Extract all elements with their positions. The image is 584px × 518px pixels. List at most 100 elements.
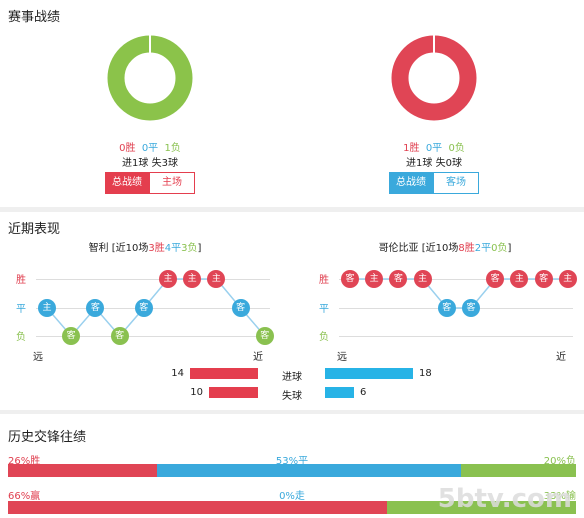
- right-loss-count: 0负: [448, 143, 465, 154]
- tab-away[interactable]: 客场: [433, 172, 479, 194]
- left-form-match-3[interactable]: 客: [86, 299, 105, 317]
- left-form-match-8[interactable]: 主: [207, 270, 226, 288]
- row-label-loss: 负: [319, 332, 329, 343]
- h2h-draw-label: 53%平: [275, 456, 309, 467]
- right-summary-wins: 8胜: [458, 243, 475, 254]
- row-label-draw: 平: [319, 304, 329, 315]
- right-draw-count: 0平: [425, 143, 443, 154]
- right-summary-prefix: [近10场: [421, 243, 459, 254]
- section-title: 赛事战绩: [8, 10, 61, 25]
- tab-overall-record-right[interactable]: 总战绩: [389, 172, 433, 194]
- right-summary-draws: 2平: [474, 243, 492, 254]
- right-record-counts: 1胜 0平 0负: [374, 139, 494, 154]
- left-form-match-2[interactable]: 客: [62, 327, 81, 345]
- right-form-match-10[interactable]: 主: [558, 270, 577, 288]
- section-match-record: 赛事战绩 0胜 0平 1负 进1球 失3球 总战绩 主场 1胜 0平 0负 进1…: [0, 0, 584, 207]
- left-team-summary: 智利 [近10场3胜4平3负]: [20, 239, 270, 254]
- right-form-match-5[interactable]: 客: [437, 299, 456, 317]
- axis-far-label: 远: [33, 352, 43, 363]
- left-team-name: 智利: [88, 243, 109, 254]
- goals-comparison: 14 进球 18 10 失球 6: [0, 365, 584, 405]
- right-team-summary: 哥伦比亚 [近10场8胜2平0负]: [320, 239, 570, 254]
- left-form-match-4[interactable]: 客: [110, 327, 129, 345]
- left-summary-wins: 3胜: [148, 243, 165, 254]
- right-record-donut: [391, 35, 477, 121]
- right-form-match-1[interactable]: 客: [341, 270, 359, 288]
- axis-near-label: 近: [556, 352, 566, 363]
- row-label-loss: 负: [16, 332, 26, 343]
- section-recent-form: 近期表现 智利 [近10场3胜4平3负] 哥伦比亚 [近10场8胜2平0负] 胜…: [0, 212, 584, 410]
- left-win-count: 0胜: [119, 143, 136, 154]
- left-form-match-9[interactable]: 客: [231, 299, 250, 317]
- grid-line: [339, 279, 573, 280]
- left-summary-losses: 3负: [181, 243, 198, 254]
- left-summary-draws: 4平: [164, 243, 182, 254]
- right-form-match-8[interactable]: 主: [510, 270, 529, 288]
- tab-home[interactable]: 主场: [149, 172, 195, 194]
- right-form-line: [350, 278, 568, 309]
- stat-left-value: 14: [171, 368, 184, 379]
- left-form-match-1[interactable]: 主: [38, 299, 56, 317]
- win-segment: [8, 501, 387, 514]
- h2h-handicap-bar: [8, 501, 576, 514]
- row-label-win: 胜: [16, 275, 26, 286]
- h2h-handicap-push-label: 0%走: [279, 491, 305, 502]
- section-title: 近期表现: [8, 222, 61, 237]
- loss-segment: [386, 501, 576, 514]
- h2h-loss-label: 20%负: [543, 456, 576, 467]
- right-form-match-9[interactable]: 客: [534, 270, 553, 288]
- left-loss-count: 1负: [164, 143, 181, 154]
- form-trend-line: [46, 278, 266, 338]
- watermark: 5btv.com: [437, 484, 572, 514]
- left-form-chart: 胜 平 负 远 近 主客客客客主主主客客: [0, 212, 292, 372]
- left-form-line: [46, 278, 266, 338]
- right-summary-suffix: ]: [507, 243, 512, 254]
- h2h-handicap-win-label: 66%赢: [8, 491, 41, 502]
- section-head-to-head: 历史交锋往绩 26%胜 53%平 20%负 66%赢 0%走 33%输 5btv…: [0, 414, 584, 518]
- stat-left-bar: [190, 368, 258, 379]
- h2h-result-bar: [8, 464, 576, 477]
- left-form-match-6[interactable]: 主: [159, 270, 177, 288]
- axis-near-label: 近: [253, 352, 263, 363]
- row-label-draw: 平: [16, 304, 26, 315]
- right-form-match-4[interactable]: 主: [413, 270, 432, 288]
- right-team-name: 哥伦比亚: [378, 243, 419, 254]
- grid-line: [36, 279, 270, 280]
- grid-line: [36, 336, 270, 337]
- draw-segment: [157, 464, 462, 477]
- right-form-match-3[interactable]: 客: [389, 270, 408, 288]
- stat-left-bar: [209, 387, 258, 398]
- stat-right-value: 18: [419, 368, 432, 379]
- win-segment: [8, 464, 158, 477]
- form-trend-line: [350, 278, 568, 309]
- left-summary-prefix: [近10场: [111, 243, 149, 254]
- left-summary-suffix: ]: [197, 243, 202, 254]
- loss-segment: [461, 464, 576, 477]
- right-form-match-6[interactable]: 客: [462, 299, 480, 317]
- right-win-count: 1胜: [403, 143, 420, 154]
- left-record-counts: 0胜 0平 1负: [90, 139, 210, 154]
- left-form-match-10[interactable]: 客: [255, 327, 274, 345]
- tab-overall-record-left[interactable]: 总战绩: [105, 172, 149, 194]
- section-title: 历史交锋往绩: [8, 430, 87, 445]
- stat-label: 失球: [282, 391, 302, 402]
- left-record-donut: [107, 35, 193, 121]
- left-draw-count: 0平: [141, 143, 159, 154]
- left-form-match-5[interactable]: 客: [134, 299, 153, 317]
- left-goals-line: 进1球 失3球: [122, 158, 178, 169]
- stat-right-bar: [325, 368, 413, 379]
- h2h-win-label: 26%胜: [8, 456, 41, 467]
- h2h-handicap-loss-label: 33%输: [543, 491, 576, 502]
- grid-line: [339, 336, 573, 337]
- stat-label: 进球: [282, 372, 302, 383]
- right-record-tabs: 总战绩 客场: [389, 172, 479, 194]
- right-goals-line: 进1球 失0球: [406, 158, 462, 169]
- right-form-match-2[interactable]: 主: [365, 270, 384, 288]
- left-form-match-7[interactable]: 主: [183, 270, 202, 288]
- stat-right-bar: [325, 387, 354, 398]
- left-record-tabs: 总战绩 主场: [105, 172, 195, 194]
- axis-far-label: 远: [337, 352, 347, 363]
- stat-right-value: 6: [360, 387, 367, 398]
- row-label-win: 胜: [319, 275, 329, 286]
- right-form-match-7[interactable]: 客: [486, 270, 505, 288]
